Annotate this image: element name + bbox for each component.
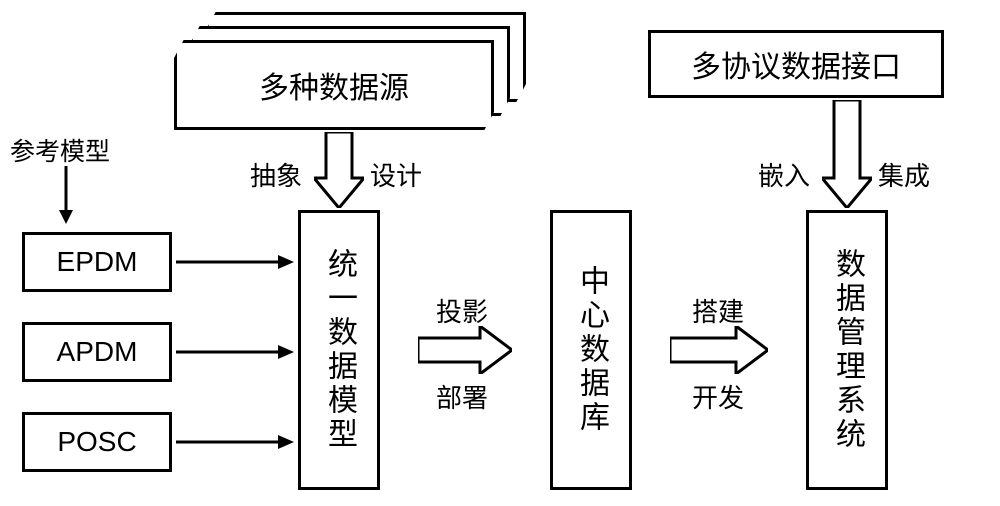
arrow1-right-label: 设计 xyxy=(370,156,422,193)
reference-model-label: 参考模型 xyxy=(10,132,110,168)
data-sources-label: 多种数据源 xyxy=(259,63,409,107)
epdm-label: EPDM xyxy=(57,246,138,278)
center-db-label: 中心数据库 xyxy=(569,265,613,435)
arrow1-left-label: 抽象 xyxy=(250,156,302,193)
arrow4-bottom-label: 开发 xyxy=(692,378,744,415)
mgmt-system-box: 数据管理系统 xyxy=(806,210,888,490)
arrow2-left-label: 嵌入 xyxy=(758,156,810,193)
interface-box: 多协议数据接口 xyxy=(648,30,944,98)
arrow3-bottom-label: 部署 xyxy=(436,378,488,415)
posc-label: POSC xyxy=(57,426,136,458)
center-db-box: 中心数据库 xyxy=(550,210,632,490)
arrow-model-to-db xyxy=(418,326,512,374)
arrow2-right-label: 集成 xyxy=(878,156,930,193)
unified-model-label: 统一数据模型 xyxy=(317,248,361,452)
apdm-label: APDM xyxy=(57,336,138,368)
unified-model-box: 统一数据模型 xyxy=(298,210,380,490)
epdm-box: EPDM xyxy=(22,232,172,292)
apdm-arrow xyxy=(176,342,294,362)
arrow-sources-to-model xyxy=(314,132,364,208)
arrow-interface-to-mgmt xyxy=(822,100,872,208)
posc-box: POSC xyxy=(22,412,172,472)
mgmt-system-label: 数据管理系统 xyxy=(825,248,869,452)
arrow-db-to-mgmt xyxy=(670,326,768,374)
posc-arrow xyxy=(176,432,294,452)
ref-arrow-icon xyxy=(56,166,76,224)
arrow4-top-label: 搭建 xyxy=(692,292,744,329)
interface-label: 多协议数据接口 xyxy=(691,42,901,86)
apdm-box: APDM xyxy=(22,322,172,382)
arrow3-top-label: 投影 xyxy=(436,292,488,329)
epdm-arrow xyxy=(176,252,294,272)
